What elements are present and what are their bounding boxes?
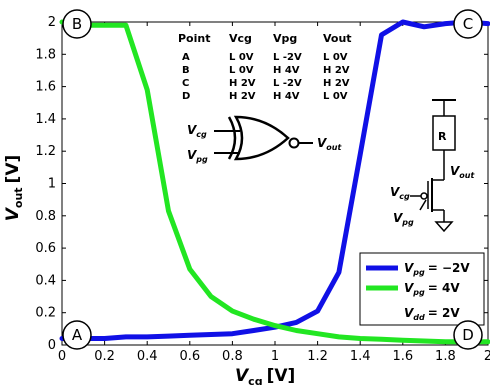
truth-table-header: Point [178,32,210,45]
x-tick-label: 1.6 [392,349,413,364]
x-axis-label-unit: [V] [267,366,296,385]
point-label-C: C [463,15,473,33]
truth-table-cell: H 4V [273,91,300,102]
truth-table-cell: L 0V [229,52,254,63]
gate-back-curve [227,116,237,160]
y-axis-label-main: V [3,206,23,221]
legend-entry-vdd: Vdd = 2V [404,306,460,322]
x-tick-label: 0.4 [137,349,158,364]
x-tick-label: 1 [271,349,279,364]
truth-table-cell: B [182,65,190,76]
legend: Vpg = −2V Vpg = 4V Vdd = 2V [359,252,485,326]
circuit-output-label: Vout [450,164,475,180]
y-axis-label-sub: out [12,187,25,208]
legend-entry-1: Vpg = 4V [404,281,460,297]
y-tick-label: 0 [48,338,56,353]
y-tick-label: 1.2 [35,144,56,159]
series-line-1 [59,19,490,345]
x-tick-label: 0.8 [222,349,243,364]
y-tick-label: 1 [48,177,56,192]
x-axis-label-main: V [235,366,250,385]
x-tick-label: 1.8 [435,349,456,364]
gate-circle [420,192,428,200]
truth-table-cell: L -2V [273,78,302,89]
y-tick-label: 0.4 [35,273,56,288]
x-axis-label-sub: cg [248,375,262,385]
y-tick-label: 0.8 [35,209,56,224]
gate-input-2-label: Vpg [187,148,208,164]
truth-table-cell: A [182,52,190,63]
ground-symbol [434,221,454,233]
truth-table: Point Vcg Vpg Vout A L 0V L -2V L 0V B L 0V H 4V H … [178,32,352,102]
truth-table-cell: L 0V [323,52,348,63]
gate-body [233,115,290,161]
y-tick-label: 1.8 [35,47,56,62]
truth-table-cell: C [182,78,189,89]
truth-table-cell: H 2V [323,78,350,89]
y-tick-label: 1.4 [35,112,56,127]
resistor-label: R [438,130,447,143]
truth-table-cell: L 0V [323,91,348,102]
truth-table-cell: H 4V [273,65,300,76]
axis-ticks: 0 0.2 0.4 0.6 0.8 1 1.2 1.4 1.6 1.8 2 0 0.2 0.4 0.6 0.8… [35,15,490,364]
gate-output-label: Vout [317,136,342,152]
circuit-cg-label: Vcg [390,185,410,201]
y-tick-label: 0.6 [35,241,56,256]
x-tick-label: 1.2 [307,349,328,364]
point-marker-A [62,320,92,350]
point-label-B: B [72,15,82,33]
truth-table-header: Vout [323,32,352,45]
x-tick-label: 0.2 [94,349,115,364]
truth-table-cell: H 2V [323,65,350,76]
transistor-circuit: R Vout Vcg Vpg [390,99,475,233]
point-markers: AB CD [62,9,483,350]
y-tick-label: 1.6 [35,80,56,95]
truth-table-cell: L -2V [273,52,302,63]
truth-table-header: Vpg [273,32,297,45]
y-axis-label: Vout [V] [3,155,25,222]
truth-table-header: Vcg [229,32,252,45]
x-tick-label: 0 [58,349,66,364]
legend-entry-0: Vpg = −2V [404,261,470,277]
series-lines [59,19,490,345]
x-axis-label: Vcg [V] [235,366,295,385]
gate-bubble [288,137,300,149]
y-tick-label: 0.2 [35,306,56,321]
pg-arrow [419,199,427,211]
x-tick-label: 1.4 [350,349,371,364]
x-tick-label: 2 [484,349,490,364]
y-tick-label: 2 [48,15,56,30]
point-label-A: A [72,326,83,344]
x-tick-label: 0.6 [179,349,200,364]
point-marker-C [453,9,483,39]
point-label-D: D [462,326,474,344]
xnor-gate: Vcg Vpg Vout [187,115,342,164]
gate-input-1-label: Vcg [187,123,207,139]
y-axis-label-unit: [V] [3,155,23,184]
truth-table-cell: H 2V [229,91,256,102]
truth-table-cell: H 2V [229,78,256,89]
truth-table-cell: L 0V [229,65,254,76]
point-marker-B [62,9,92,39]
circuit-pg-label: Vpg [393,211,414,227]
point-marker-D [453,320,483,350]
truth-table-cell: D [182,91,190,102]
